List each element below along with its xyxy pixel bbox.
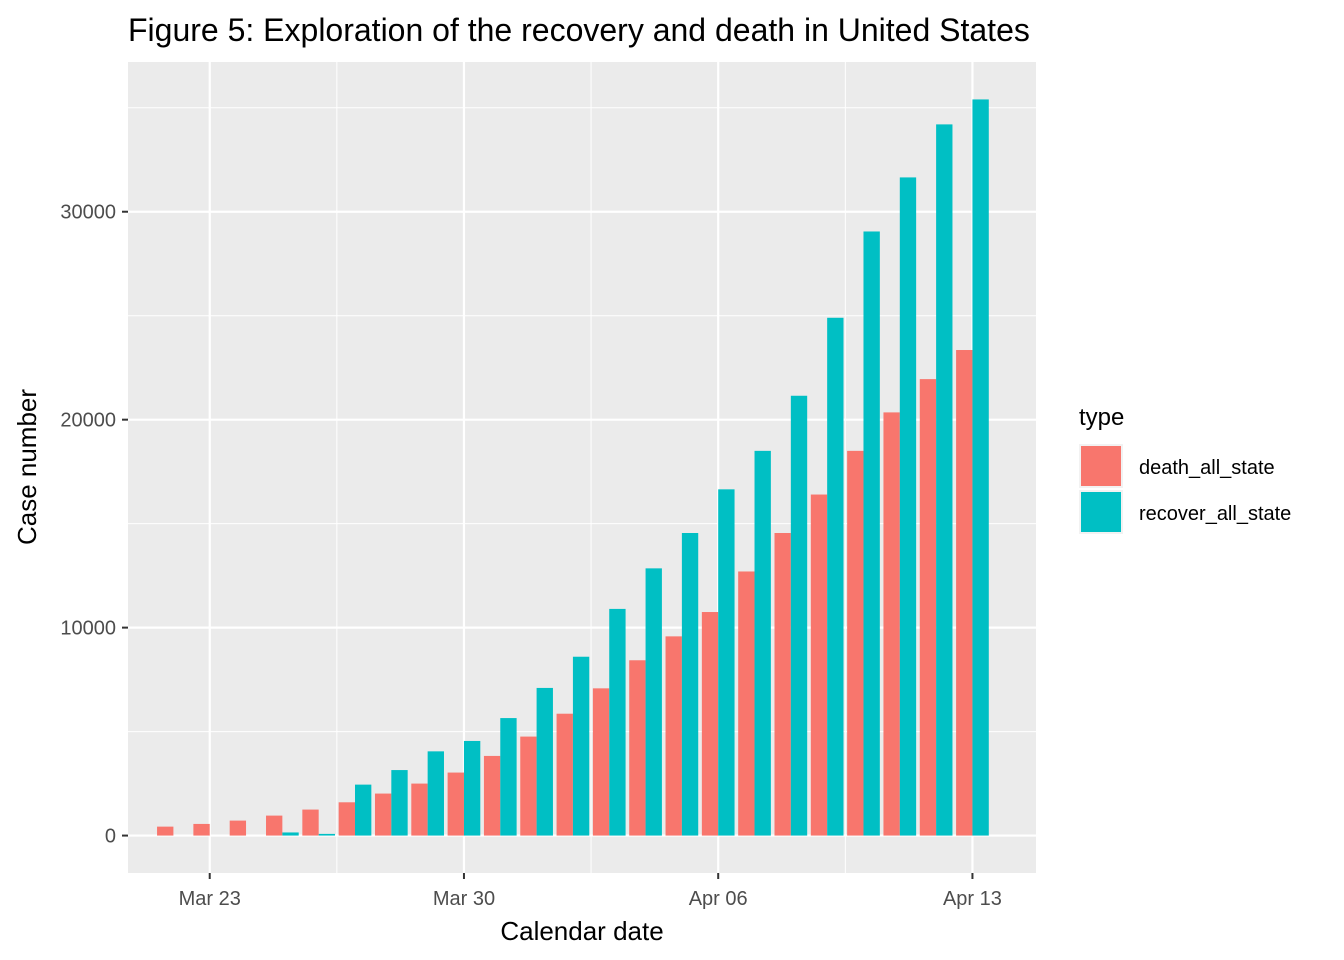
y-tick-label: 30000: [60, 202, 116, 224]
bar-death_all_state: [520, 736, 537, 836]
grid-minor: [128, 62, 1036, 873]
legend-title: type: [1079, 404, 1124, 431]
bar-recover_all_state: [645, 568, 662, 836]
bar-recover_all_state: [391, 770, 408, 836]
legend-key-recover_all_state: [1081, 492, 1121, 532]
x-axis-title: Calendar date: [500, 916, 663, 946]
bar-recover_all_state: [500, 718, 517, 836]
bar-death_all_state: [447, 772, 464, 836]
bar-death_all_state: [919, 379, 937, 836]
bar-death_all_state: [847, 450, 864, 836]
bar-recover_all_state: [572, 656, 590, 836]
y-tick-label: 20000: [60, 410, 116, 432]
bar-death_all_state: [556, 713, 573, 836]
bar-recover_all_state: [790, 395, 808, 836]
legend-label: recover_all_state: [1139, 503, 1291, 525]
bar-death_all_state: [411, 783, 428, 836]
legend-label: death_all_state: [1139, 457, 1275, 479]
chart-title: Figure 5: Exploration of the recovery an…: [128, 12, 1030, 48]
bar-death_all_state: [374, 793, 392, 836]
bar-recover_all_state: [318, 833, 336, 836]
bar-death_all_state: [665, 636, 682, 836]
bar-death_all_state: [810, 494, 828, 836]
legend-key-death_all_state: [1081, 446, 1121, 486]
bar-recover_all_state: [609, 608, 626, 836]
bar-death_all_state: [266, 815, 283, 836]
bar-death_all_state: [774, 533, 791, 836]
bar-death_all_state: [193, 823, 210, 836]
bar-recover_all_state: [827, 317, 844, 836]
bar-death_all_state: [302, 809, 319, 836]
bar-death_all_state: [592, 688, 610, 836]
bar-death_all_state: [701, 612, 719, 836]
x-tick-label: Mar 23: [179, 888, 241, 910]
legend: type death_all_state recover_all_state: [1079, 404, 1291, 534]
y-tick-label: 10000: [60, 618, 116, 640]
bar-recover_all_state: [936, 124, 953, 836]
y-axis: 0 10000 20000 30000: [60, 202, 128, 848]
x-tick-label: Mar 30: [433, 888, 495, 910]
bar-recover_all_state: [681, 533, 699, 836]
bar-recover_all_state: [972, 99, 989, 836]
y-tick-label: 0: [105, 826, 116, 848]
x-axis: Mar 23 Mar 30 Apr 06 Apr 13: [179, 873, 1002, 910]
bar-recover_all_state: [754, 450, 771, 836]
bar-recover_all_state: [899, 177, 917, 836]
bar-recover_all_state: [427, 751, 444, 836]
bar-death_all_state: [338, 802, 355, 836]
x-tick-label: Apr 06: [689, 888, 748, 910]
bar-recover_all_state: [355, 784, 372, 836]
bar-recover_all_state: [718, 489, 735, 836]
bar-recover_all_state: [863, 231, 880, 836]
bar-death_all_state: [883, 412, 900, 836]
bar-death_all_state: [157, 826, 174, 836]
bar-recover_all_state: [282, 832, 299, 836]
bar-death_all_state: [229, 820, 247, 836]
bar-death_all_state: [483, 755, 501, 836]
bar-death_all_state: [738, 571, 755, 836]
bar-recover_all_state: [536, 687, 553, 836]
y-axis-title: Case number: [12, 389, 42, 545]
bars: [157, 99, 989, 836]
bar-death_all_state: [956, 350, 973, 836]
bar-death_all_state: [629, 660, 646, 836]
x-tick-label: Apr 13: [943, 888, 1002, 910]
bar-recover_all_state: [463, 740, 481, 836]
